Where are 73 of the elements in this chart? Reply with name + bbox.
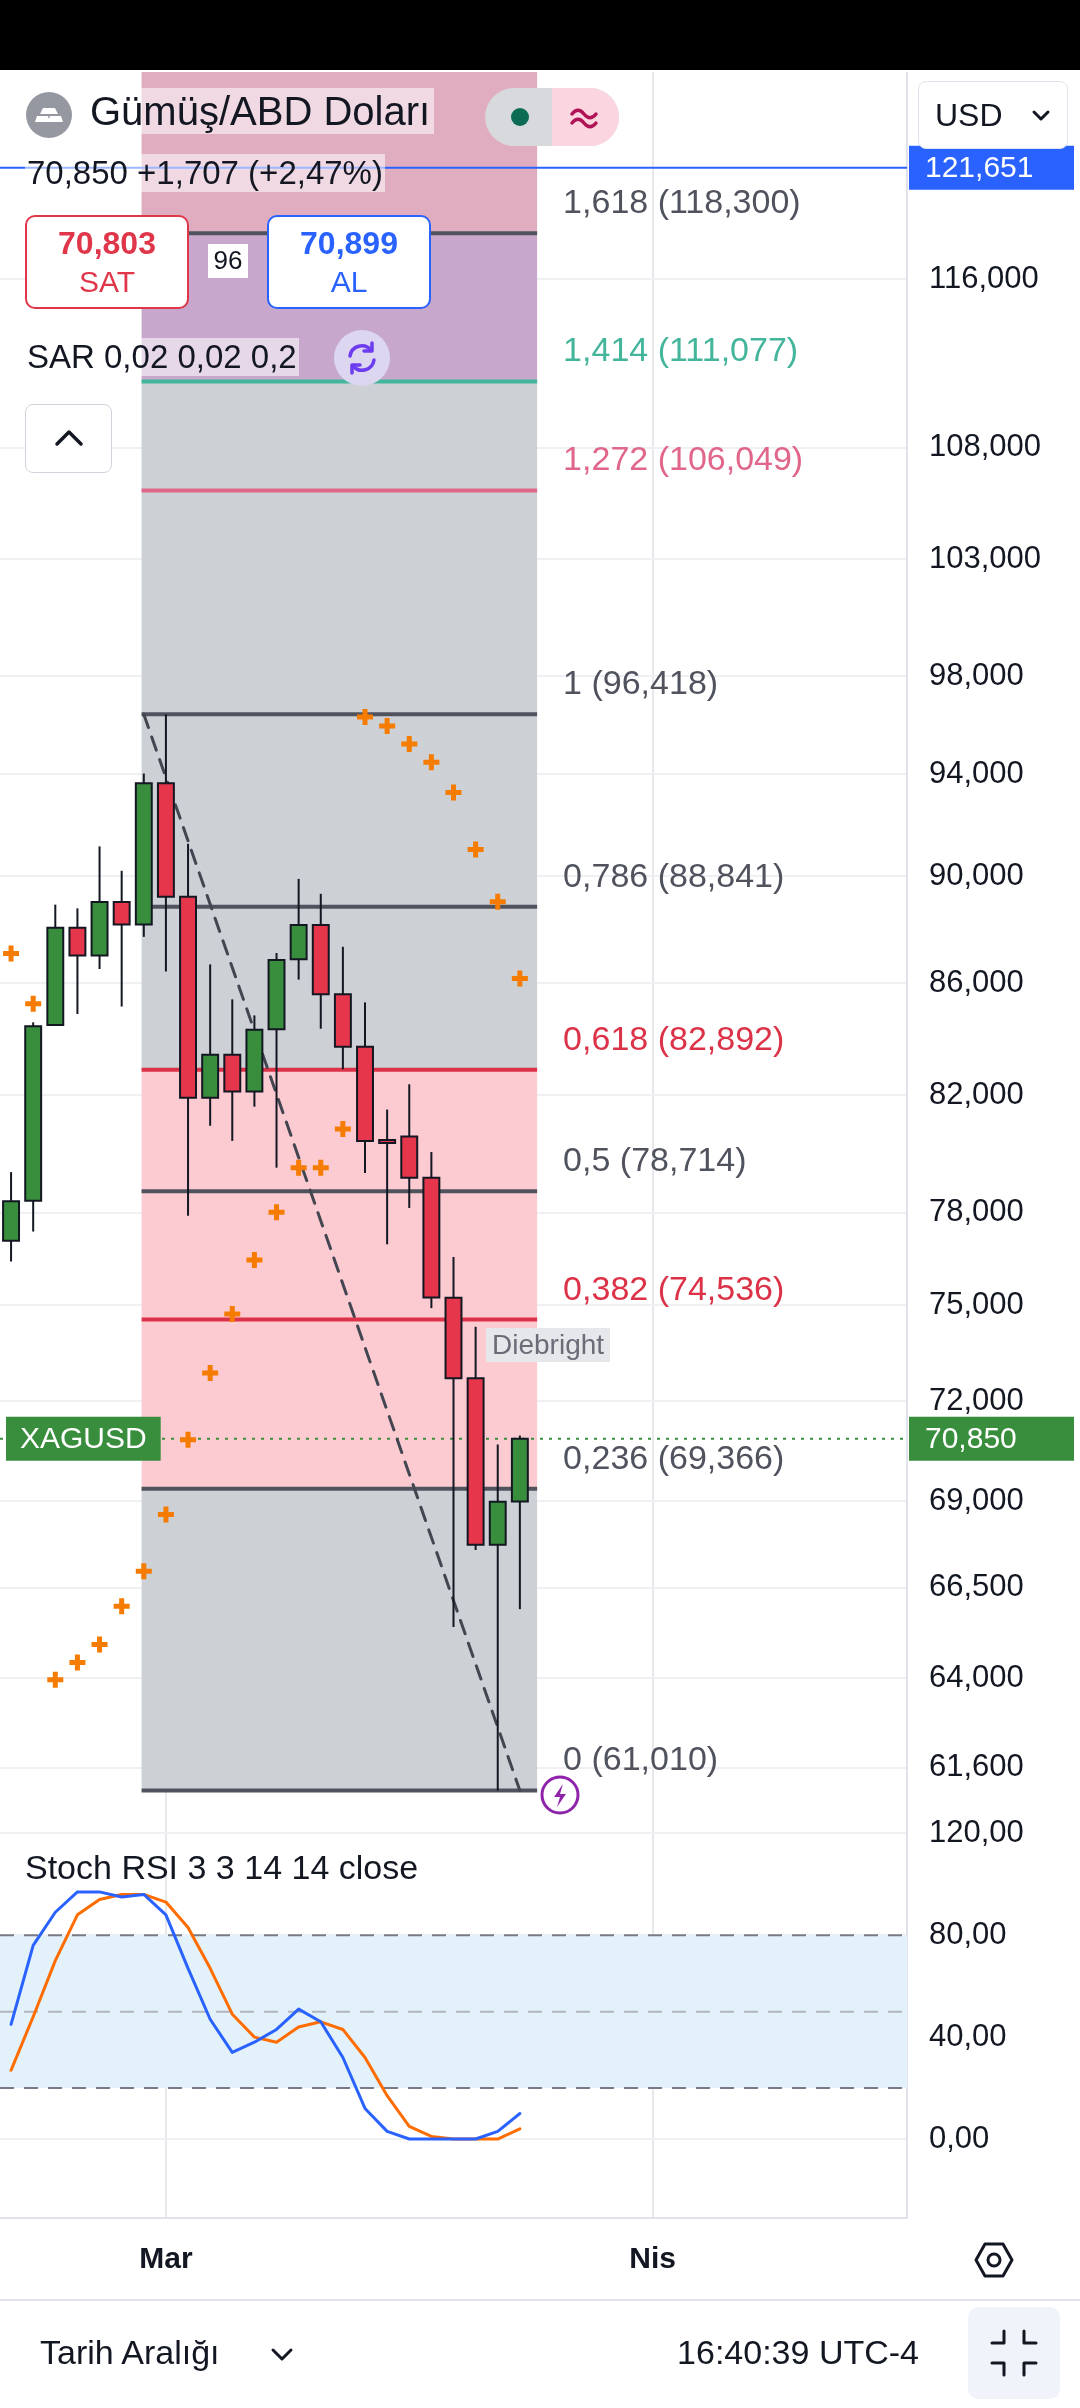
ref-line-label: 0,236 (69,366) xyxy=(563,1437,785,1476)
point xyxy=(89,1633,111,1655)
currency-select: USD xyxy=(918,81,1068,149)
point xyxy=(332,1118,354,1140)
y-tick-label: 69,000 xyxy=(929,1481,1024,1517)
point xyxy=(288,1157,310,1179)
y-tick-label: 90,000 xyxy=(929,856,1024,892)
text: 70,850 +1,707 (+2,47%) xyxy=(25,154,385,192)
point xyxy=(111,1595,133,1617)
y-tick-label: 72,000 xyxy=(929,1381,1024,1417)
point xyxy=(443,782,464,804)
y-tick-label: 116,000 xyxy=(929,260,1039,296)
y-tick-label: 61,600 xyxy=(929,1748,1024,1784)
point xyxy=(487,891,509,913)
point xyxy=(376,715,398,737)
text: Tarih Aralığı xyxy=(40,2333,220,2373)
y-tick-label: 98,000 xyxy=(929,656,1024,692)
y-tick-label: 94,000 xyxy=(929,754,1024,790)
point xyxy=(398,733,420,755)
ref-line-label: 0,786 (88,841) xyxy=(563,855,785,894)
point xyxy=(199,1362,221,1384)
point xyxy=(44,1669,66,1691)
y-tick-label: 78,000 xyxy=(929,1193,1024,1229)
y-tick-label: 86,000 xyxy=(929,963,1024,999)
point xyxy=(155,1503,177,1525)
point xyxy=(133,1560,155,1582)
ref-line-label: 0,618 (82,892) xyxy=(563,1018,785,1057)
point xyxy=(66,1652,88,1674)
y-tick-label: 75,000 xyxy=(929,1285,1024,1321)
sell-button: 70,803 SAT xyxy=(25,215,189,309)
ref-line-label: 121,651 xyxy=(925,149,1034,183)
x-tick-label: Mar xyxy=(139,2241,193,2275)
annotation: AL xyxy=(329,265,369,300)
ref-line-label: 1,272 (106,049) xyxy=(563,439,804,478)
chart-title: Gümüş/ABD Doları xyxy=(86,88,435,134)
annotation: XAGUSD xyxy=(20,1421,147,1455)
point xyxy=(465,839,487,860)
point xyxy=(177,1429,199,1451)
annotation: SAT xyxy=(77,265,137,300)
y-tick-label: 40,00 xyxy=(929,2017,1007,2053)
buy-button: 70,899 AL xyxy=(267,215,431,309)
point xyxy=(354,706,376,728)
ref-line-label: 1 (96,418) xyxy=(563,663,719,702)
point xyxy=(509,968,531,990)
ref-line-label: 0,382 (74,536) xyxy=(563,1268,785,1307)
point xyxy=(221,1303,243,1325)
point xyxy=(266,1201,288,1223)
x-tick-label: Nis xyxy=(629,2241,676,2275)
annotation: SAR 0,02 0,02 0,2 xyxy=(25,338,299,376)
annotation: 70,803 xyxy=(57,225,157,262)
point xyxy=(0,943,22,965)
y-tick-label: 82,000 xyxy=(929,1075,1024,1111)
point xyxy=(243,1249,265,1271)
y-tick-label: 80,00 xyxy=(929,1915,1007,1951)
annotation: Diebright xyxy=(486,1328,611,1363)
ref-line-label: 0,5 (78,714) xyxy=(563,1140,747,1179)
y-tick-label: 66,500 xyxy=(929,1568,1024,1604)
ref-line-label: 70,850 xyxy=(925,1421,1017,1455)
y-tick-label: 103,000 xyxy=(929,539,1042,575)
y-tick-label: 0,00 xyxy=(929,2119,990,2155)
annotation: 96 xyxy=(208,244,248,278)
point xyxy=(310,1157,332,1179)
text: 16:40:39 UTC-4 xyxy=(677,2333,919,2373)
y-tick-label: 108,000 xyxy=(929,428,1042,464)
y-tick-label: 64,000 xyxy=(929,1658,1024,1694)
ref-line-label: 1,618 (118,300) xyxy=(563,182,801,221)
ref-line-label: 0 (61,010) xyxy=(563,1739,719,1778)
point xyxy=(420,751,442,773)
y-tick-label: 120,00 xyxy=(929,1813,1024,1849)
annotation: 70,899 xyxy=(299,225,399,262)
ref-line-label: 1,414 (111,077) xyxy=(563,330,799,369)
text: Stoch RSI 3 3 14 14 close xyxy=(25,1848,419,1888)
point xyxy=(22,993,44,1015)
